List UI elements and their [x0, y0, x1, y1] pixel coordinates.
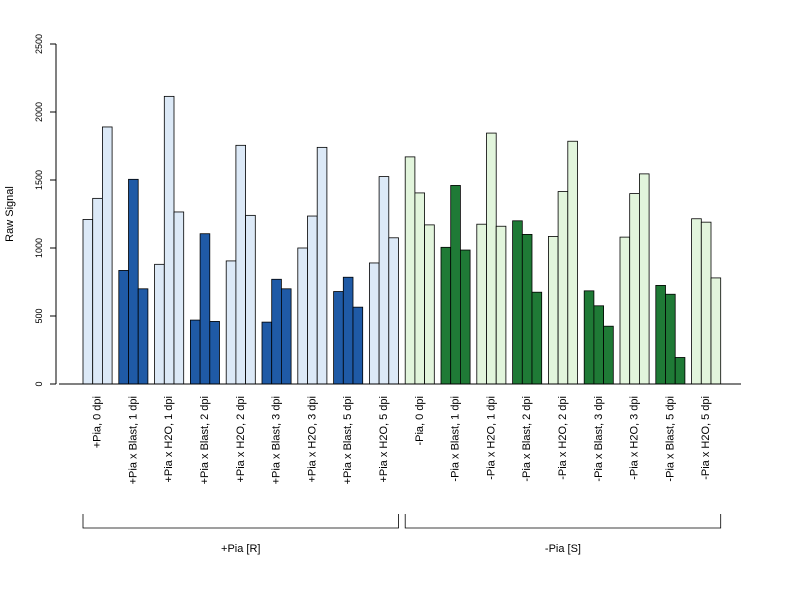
bar [316, 146, 328, 385]
y-tick-label: 2500 [34, 34, 44, 54]
bar [209, 321, 220, 385]
bar [128, 178, 139, 385]
category-label: +Pia x Blast, 3 dpi [271, 396, 283, 484]
category-labels: +Pia, 0 dpi +Pia x Blast, 1 dpi +Pia x H2O… [92, 396, 713, 484]
category-label: -Pia x Blast, 3 dpi [593, 396, 605, 482]
bar [173, 211, 185, 385]
bar [593, 305, 605, 385]
bar [665, 293, 676, 385]
bar [548, 236, 559, 385]
y-tick-label: 500 [34, 308, 44, 323]
bar [700, 221, 712, 385]
bar [531, 291, 543, 385]
bar [655, 284, 666, 385]
bar [404, 156, 416, 385]
category-label: +Pia x Blast, 5 dpi [342, 396, 354, 484]
y-tick-label: 0 [34, 381, 44, 386]
bar [280, 288, 292, 385]
bar [307, 215, 318, 385]
bar [271, 278, 282, 385]
bar [297, 247, 308, 385]
bar [459, 249, 471, 385]
category-label: -Pia x H2O, 1 dpi [485, 396, 497, 480]
group-label: -Pia [S] [545, 543, 581, 555]
bar [235, 144, 246, 385]
bar [102, 126, 113, 385]
bar [225, 260, 237, 385]
bar [440, 246, 452, 385]
category-label: -Pia, 0 dpi [414, 396, 426, 446]
category-label: -Pia x H2O, 2 dpi [557, 396, 569, 480]
category-label: -Pia x Blast, 1 dpi [450, 396, 462, 482]
bar [245, 214, 256, 385]
category-label: +Pia x H2O, 5 dpi [378, 396, 390, 483]
bar [352, 306, 364, 385]
bar [710, 277, 722, 385]
bar [639, 173, 650, 385]
bar [199, 233, 211, 385]
bar [424, 224, 435, 385]
bar [629, 193, 640, 385]
bar [486, 132, 497, 385]
category-label: +Pia x H2O, 2 dpi [235, 396, 247, 483]
y-tick-label: 2000 [34, 102, 44, 122]
bar [388, 237, 399, 385]
bar [557, 191, 569, 385]
category-label: +Pia, 0 dpi [92, 396, 104, 448]
bar [342, 276, 354, 385]
bar [92, 197, 103, 385]
y-axis-label: Raw Signal [4, 186, 16, 242]
bar [583, 290, 595, 385]
bar [333, 291, 344, 385]
bar [378, 176, 390, 385]
bar [118, 270, 129, 385]
category-label: -Pia x H2O, 5 dpi [700, 396, 712, 480]
bar [603, 325, 614, 385]
bar [189, 319, 201, 385]
bar [521, 233, 533, 385]
category-label: +Pia x Blast, 1 dpi [127, 396, 139, 484]
bar [261, 321, 273, 385]
bar [450, 185, 461, 385]
group-bracket [82, 514, 399, 529]
group-label: +Pia [R] [221, 543, 260, 555]
group-bracket [404, 514, 722, 529]
bar [414, 192, 425, 385]
bar [674, 357, 686, 385]
bars [82, 95, 722, 385]
category-label: -Pia x Blast, 5 dpi [664, 396, 676, 482]
bar [163, 95, 175, 385]
bar [567, 140, 578, 385]
bar [691, 218, 702, 385]
category-label: +Pia x H2O, 1 dpi [163, 396, 175, 483]
bar [368, 262, 380, 385]
bar [495, 225, 507, 385]
group-brackets: +Pia [R] -Pia [S] [82, 514, 722, 555]
y-axis: 0 500 1000 1500 2000 2500 [34, 34, 57, 387]
y-tick-label: 1000 [34, 238, 44, 258]
category-label: +Pia x Blast, 2 dpi [199, 396, 211, 484]
bar [512, 220, 523, 385]
bar [137, 288, 149, 385]
bar [619, 236, 631, 385]
bar [476, 223, 487, 385]
bar [154, 263, 165, 385]
category-label: +Pia x H2O, 3 dpi [306, 396, 318, 483]
y-tick-label: 1500 [34, 170, 44, 190]
bar [82, 219, 94, 385]
category-label: -Pia x Blast, 2 dpi [521, 396, 533, 482]
category-label: -Pia x H2O, 3 dpi [629, 396, 641, 480]
